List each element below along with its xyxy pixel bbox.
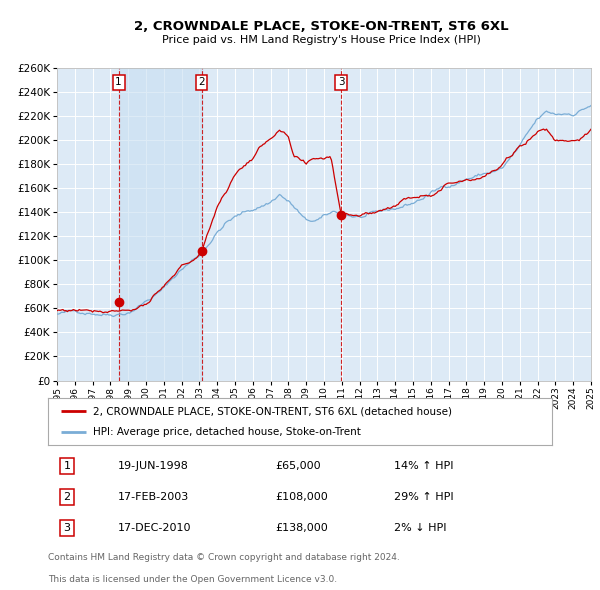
Text: 2: 2 bbox=[64, 492, 70, 502]
Text: 19-JUN-1998: 19-JUN-1998 bbox=[118, 461, 189, 471]
Text: 14% ↑ HPI: 14% ↑ HPI bbox=[394, 461, 453, 471]
Text: 1: 1 bbox=[64, 461, 70, 471]
Text: 1: 1 bbox=[115, 77, 122, 87]
Text: 17-DEC-2010: 17-DEC-2010 bbox=[118, 523, 192, 533]
Text: 2, CROWNDALE PLACE, STOKE-ON-TRENT, ST6 6XL (detached house): 2, CROWNDALE PLACE, STOKE-ON-TRENT, ST6 … bbox=[94, 407, 452, 417]
Text: Price paid vs. HM Land Registry's House Price Index (HPI): Price paid vs. HM Land Registry's House … bbox=[161, 35, 481, 45]
Text: 3: 3 bbox=[64, 523, 70, 533]
Text: 29% ↑ HPI: 29% ↑ HPI bbox=[394, 492, 453, 502]
Text: 17-FEB-2003: 17-FEB-2003 bbox=[118, 492, 190, 502]
Text: Contains HM Land Registry data © Crown copyright and database right 2024.: Contains HM Land Registry data © Crown c… bbox=[48, 553, 400, 562]
Bar bbox=[119, 68, 202, 381]
Text: 2, CROWNDALE PLACE, STOKE-ON-TRENT, ST6 6XL: 2, CROWNDALE PLACE, STOKE-ON-TRENT, ST6 … bbox=[134, 20, 508, 33]
Text: This data is licensed under the Open Government Licence v3.0.: This data is licensed under the Open Gov… bbox=[48, 575, 337, 584]
Text: £65,000: £65,000 bbox=[275, 461, 320, 471]
Text: £138,000: £138,000 bbox=[275, 523, 328, 533]
Text: £108,000: £108,000 bbox=[275, 492, 328, 502]
Text: 3: 3 bbox=[338, 77, 344, 87]
Text: 2% ↓ HPI: 2% ↓ HPI bbox=[394, 523, 446, 533]
Text: HPI: Average price, detached house, Stoke-on-Trent: HPI: Average price, detached house, Stok… bbox=[94, 427, 361, 437]
Text: 2: 2 bbox=[198, 77, 205, 87]
